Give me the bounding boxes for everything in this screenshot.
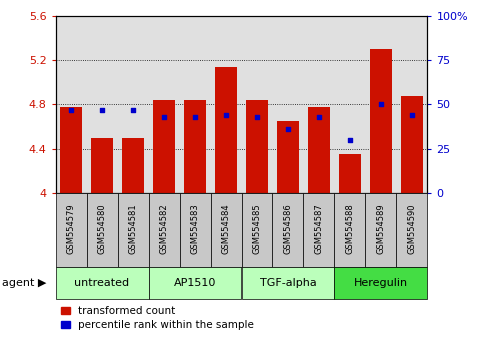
Bar [339,154,361,193]
Point [67,107,75,113]
Bar [303,193,334,267]
Point [129,107,137,113]
Text: TGF-alpha: TGF-alpha [260,278,316,288]
Text: GSM554583: GSM554583 [190,203,199,254]
Point [98,107,106,113]
Bar [246,100,268,193]
Bar [56,193,86,267]
Bar [184,100,206,193]
Bar [272,193,303,267]
Bar [397,193,427,267]
Bar [153,100,175,193]
Bar [86,193,117,267]
Point [160,114,168,120]
Bar [401,96,423,193]
Point [315,114,323,120]
Text: AP1510: AP1510 [174,278,216,288]
Bar [149,267,242,299]
Bar [149,193,180,267]
Point [253,114,261,120]
Bar [211,193,242,267]
Bar [215,67,237,193]
Text: Heregulin: Heregulin [354,278,408,288]
Bar [60,107,82,193]
Text: GSM554590: GSM554590 [408,203,416,254]
Legend: transformed count, percentile rank within the sample: transformed count, percentile rank withi… [58,304,256,332]
Bar [334,267,427,299]
Bar [366,193,397,267]
Text: untreated: untreated [74,278,129,288]
Point [191,114,199,120]
Text: GSM554587: GSM554587 [314,203,324,254]
Text: GSM554584: GSM554584 [222,203,230,254]
Bar [370,49,392,193]
Point [284,126,292,132]
Bar [56,267,149,299]
Text: GSM554589: GSM554589 [376,203,385,254]
Bar [334,193,366,267]
Bar [277,121,299,193]
Text: GSM554588: GSM554588 [345,203,355,254]
Point [346,137,354,143]
Text: GSM554580: GSM554580 [98,203,107,254]
Bar [242,267,334,299]
Point [377,102,385,107]
Bar [242,193,272,267]
Point [408,112,416,118]
Point [222,112,230,118]
Text: GSM554586: GSM554586 [284,203,293,254]
Text: GSM554585: GSM554585 [253,203,261,254]
Text: GSM554579: GSM554579 [67,203,75,254]
Bar [308,107,330,193]
Text: GSM554582: GSM554582 [159,203,169,254]
Text: GSM554581: GSM554581 [128,203,138,254]
Bar [91,138,113,193]
Bar [122,138,144,193]
Bar [180,193,211,267]
Bar [117,193,149,267]
Text: agent ▶: agent ▶ [2,278,47,288]
